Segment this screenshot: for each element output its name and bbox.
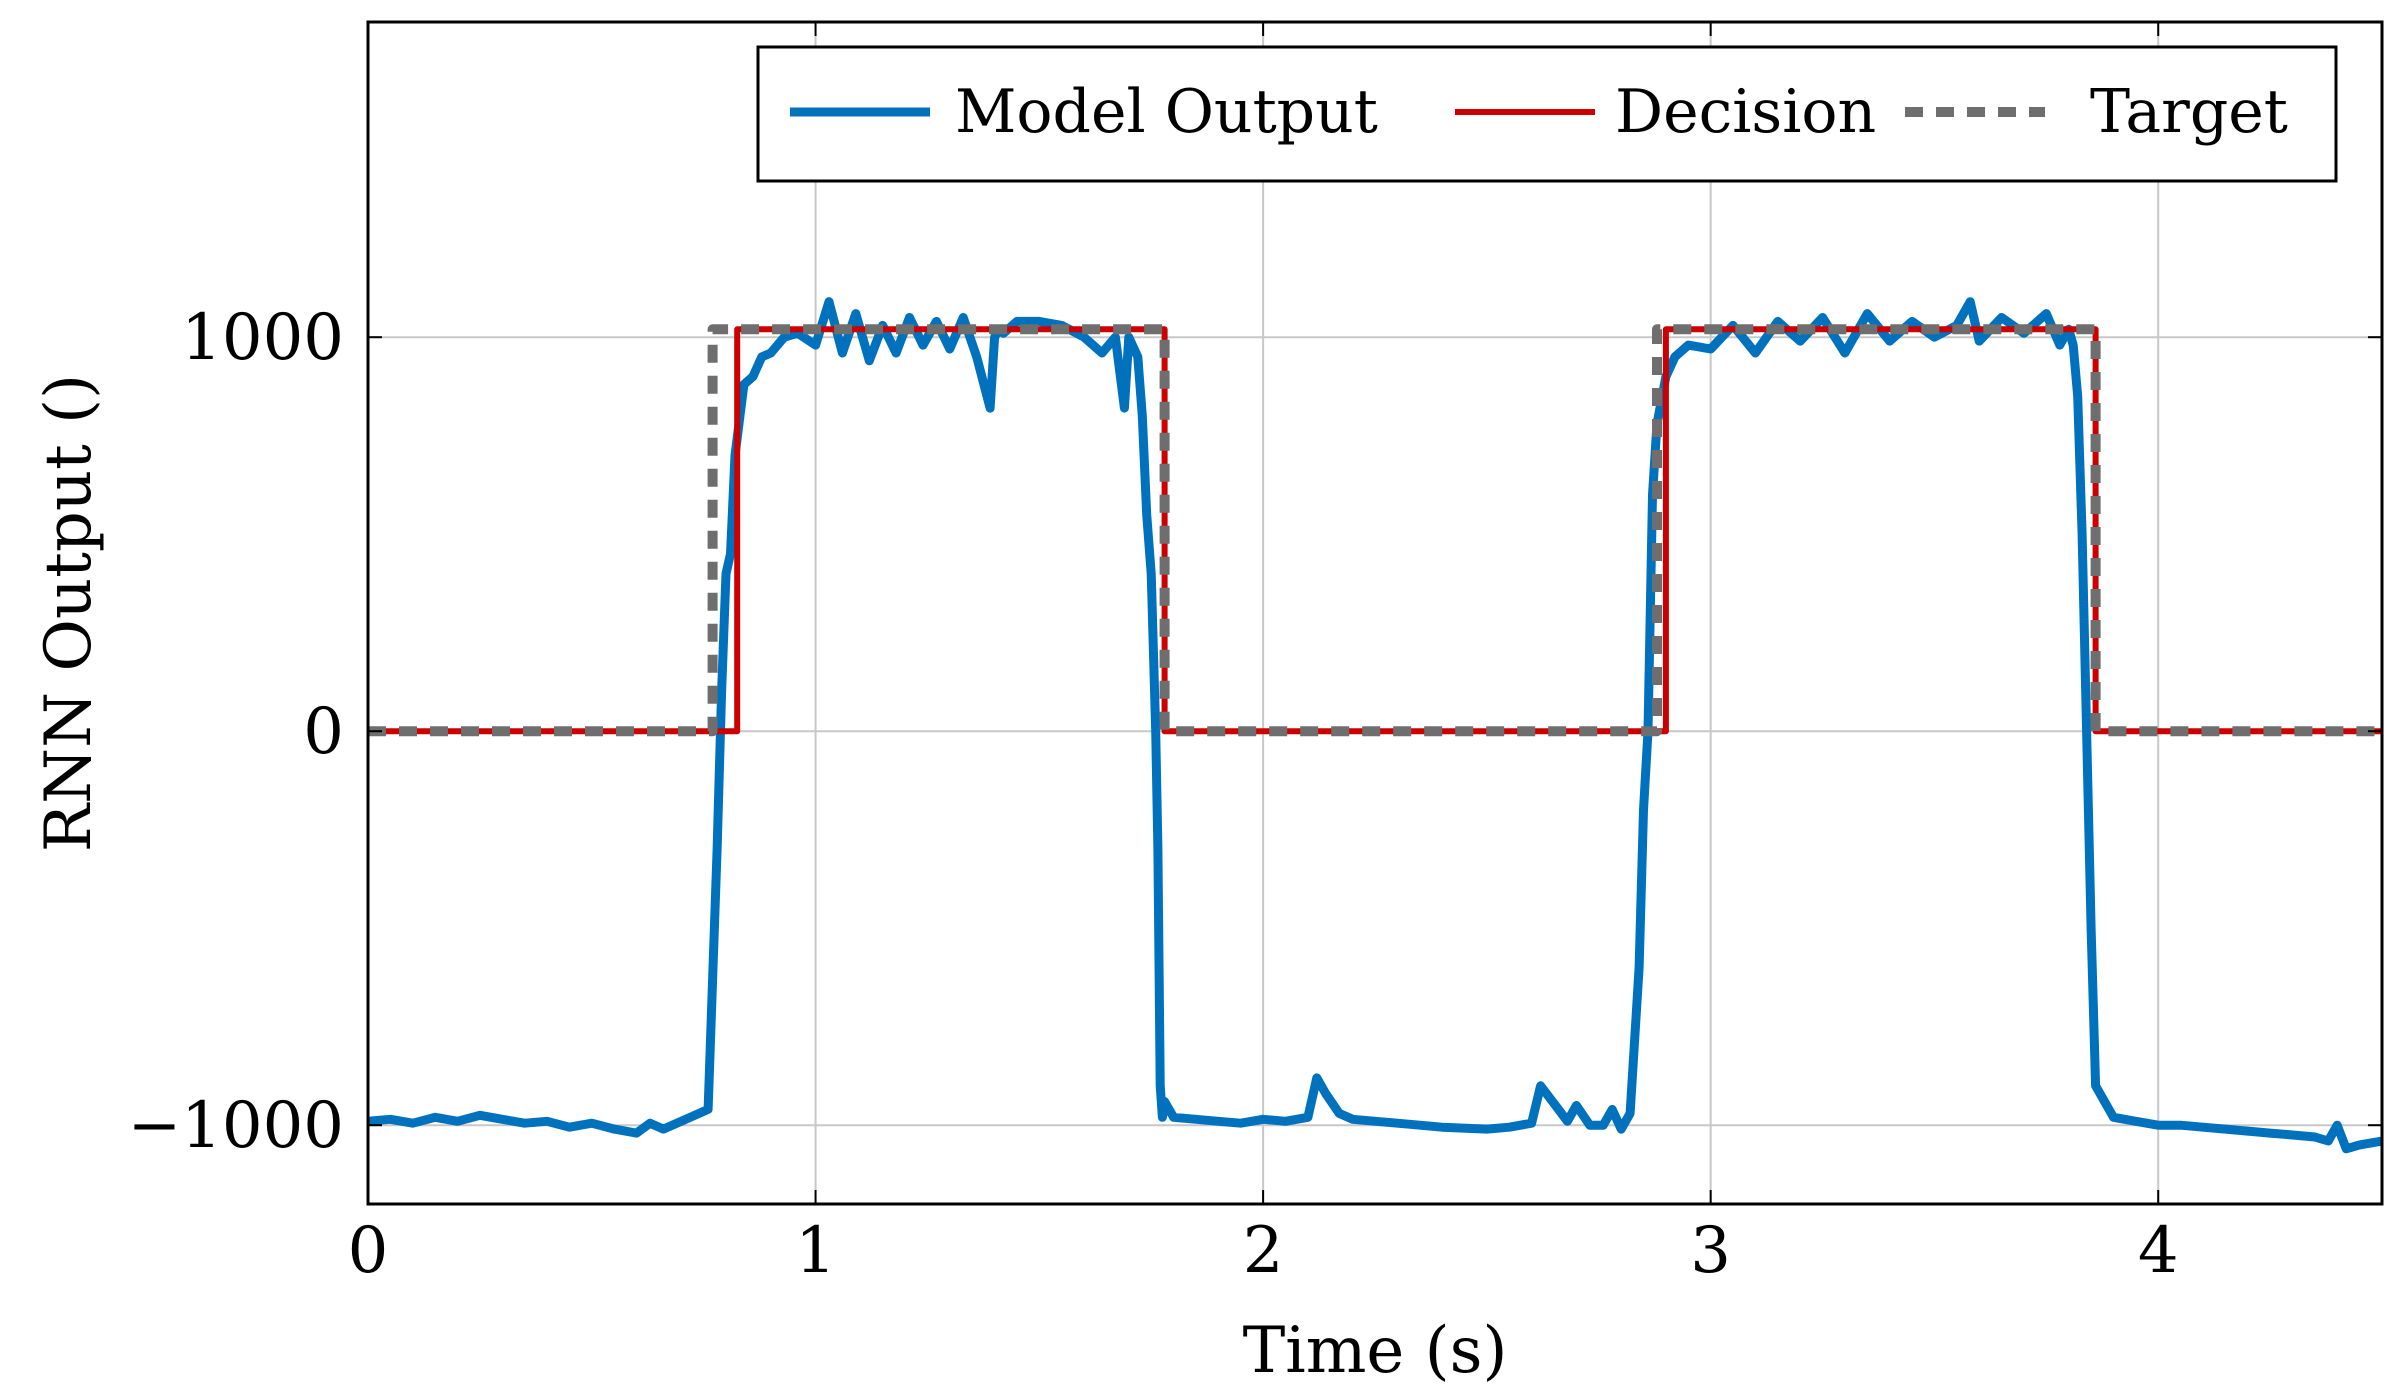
y-tick-label: −1000 xyxy=(128,1089,345,1163)
legend-label-target: Target xyxy=(2090,77,2288,147)
x-tick-label: 2 xyxy=(1243,1214,1284,1288)
x-tick-label: 3 xyxy=(1690,1214,1731,1288)
x-tick-label: 1 xyxy=(795,1214,836,1288)
y-axis-title: RNN Output () xyxy=(32,374,106,852)
series-lines xyxy=(368,297,2382,1154)
x-tick-label: 4 xyxy=(2138,1214,2179,1288)
legend: Model Output Decision Target xyxy=(756,45,2338,183)
y-tick-label: 1000 xyxy=(181,301,344,375)
series-target xyxy=(368,324,2382,737)
plot-frame xyxy=(366,20,2384,1206)
legend-label-model-output: Model Output xyxy=(955,77,1378,147)
x-axis-title: Time (s) xyxy=(1243,1314,1508,1388)
series-model-output xyxy=(368,297,2382,1154)
x-tick-label: 0 xyxy=(348,1214,389,1288)
y-tick-label: 0 xyxy=(303,695,344,769)
legend-label-decision: Decision xyxy=(1615,77,1876,147)
